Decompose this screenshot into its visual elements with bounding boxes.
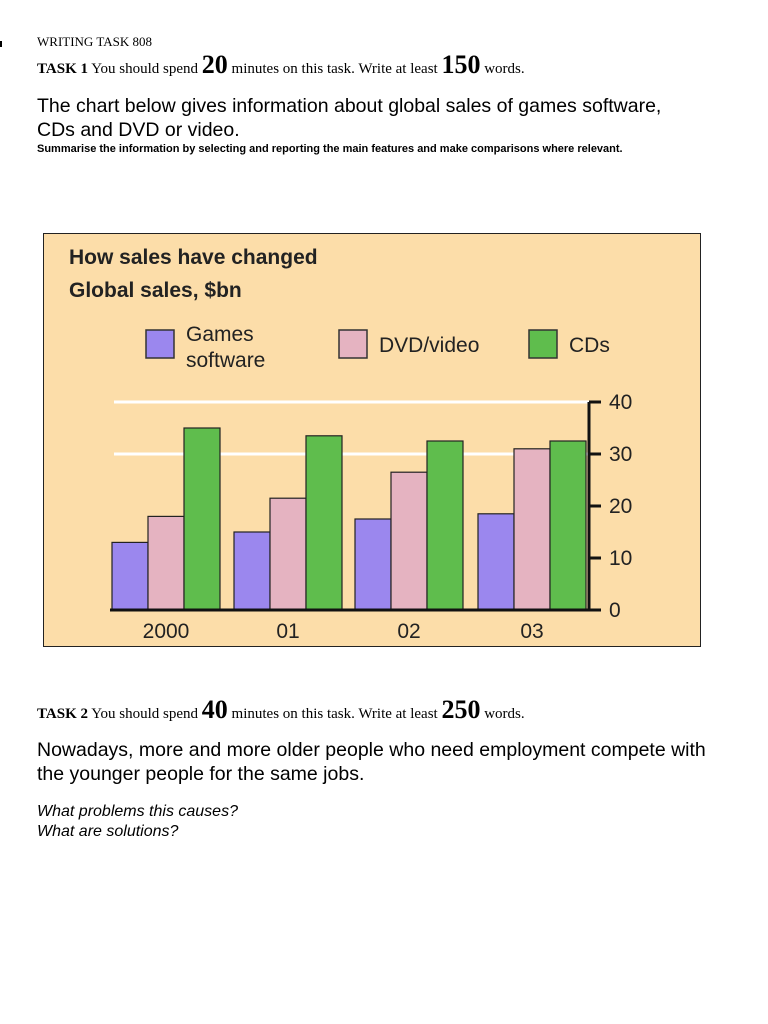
y-tick-label-1: 10: [609, 547, 632, 570]
task1-pre-text: You should spend: [91, 61, 199, 77]
task1-words: 150: [441, 50, 481, 79]
margin-mark: [0, 41, 2, 47]
x-tick-label-1: 01: [276, 620, 299, 643]
y-tick-label-4: 40: [609, 391, 632, 414]
x-tick-label-0: 2000: [143, 620, 190, 643]
legend-label-2: CDs: [569, 334, 610, 357]
task2-questions: What problems this causes? What are solu…: [37, 802, 238, 842]
task1-mid-text: minutes on this task. Write at least: [231, 61, 438, 77]
bar-2000-2: [183, 427, 221, 611]
task2-minutes: 40: [201, 695, 228, 724]
y-tick-label-2: 20: [609, 495, 632, 518]
y-tick-label-0: 0: [609, 599, 621, 622]
task2-question-2: What are solutions?: [37, 823, 179, 840]
bar-chart-svg: How sales have changed Global sales, $bn G…: [69, 246, 632, 643]
task2-words: 250: [441, 695, 481, 724]
x-tick-label-3: 03: [520, 620, 543, 643]
bar-02-1: [390, 471, 428, 611]
sales-chart: How sales have changed Global sales, $bn G…: [43, 233, 701, 647]
task2-mid-text: minutes on this task. Write at least: [231, 706, 438, 722]
bar-01-0: [233, 531, 271, 611]
bar-03-2: [549, 440, 587, 611]
task2-instruction-line: TASK 2 You should spend 40 minutes on th…: [37, 695, 525, 725]
legend-swatch-1: [338, 329, 368, 359]
task1-instruction-line: TASK 1 You should spend 20 minutes on th…: [37, 50, 525, 80]
bar-01-2: [305, 435, 343, 611]
legend-label-0-line-1: software: [186, 349, 265, 372]
bar-02-0: [354, 518, 392, 611]
legend-label-0-line-0: Games: [186, 323, 254, 346]
task1-post-text: words.: [484, 61, 525, 77]
legend-swatch-2: [528, 329, 558, 359]
page-header: WRITING TASK 808: [37, 34, 152, 49]
task2-question-1: What problems this causes?: [37, 803, 238, 820]
task1-summary-instruction: Summarise the information by selecting a…: [37, 143, 623, 155]
x-tick-label-2: 02: [397, 620, 420, 643]
chart-title: How sales have changed: [69, 246, 318, 269]
task1-minutes: 20: [201, 50, 228, 79]
bar-02-2: [426, 440, 464, 611]
legend-label-1: DVD/video: [379, 334, 479, 357]
bar-2000-0: [111, 541, 149, 611]
task2-label: TASK 2: [37, 706, 88, 722]
y-tick-label-3: 30: [609, 443, 632, 466]
task1-label: TASK 1: [37, 61, 88, 77]
chart-subtitle: Global sales, $bn: [69, 279, 242, 302]
task1-prompt: The chart below gives information about …: [37, 95, 662, 141]
bar-2000-1: [147, 515, 185, 611]
bar-01-1: [269, 497, 307, 611]
task2-prompt: Nowadays, more and more older people who…: [37, 739, 706, 785]
task2-post-text: words.: [484, 706, 525, 722]
bar-03-1: [513, 448, 551, 611]
bar-03-0: [477, 513, 515, 611]
task2-pre-text: You should spend: [91, 706, 199, 722]
legend-swatch-0: [145, 329, 175, 359]
